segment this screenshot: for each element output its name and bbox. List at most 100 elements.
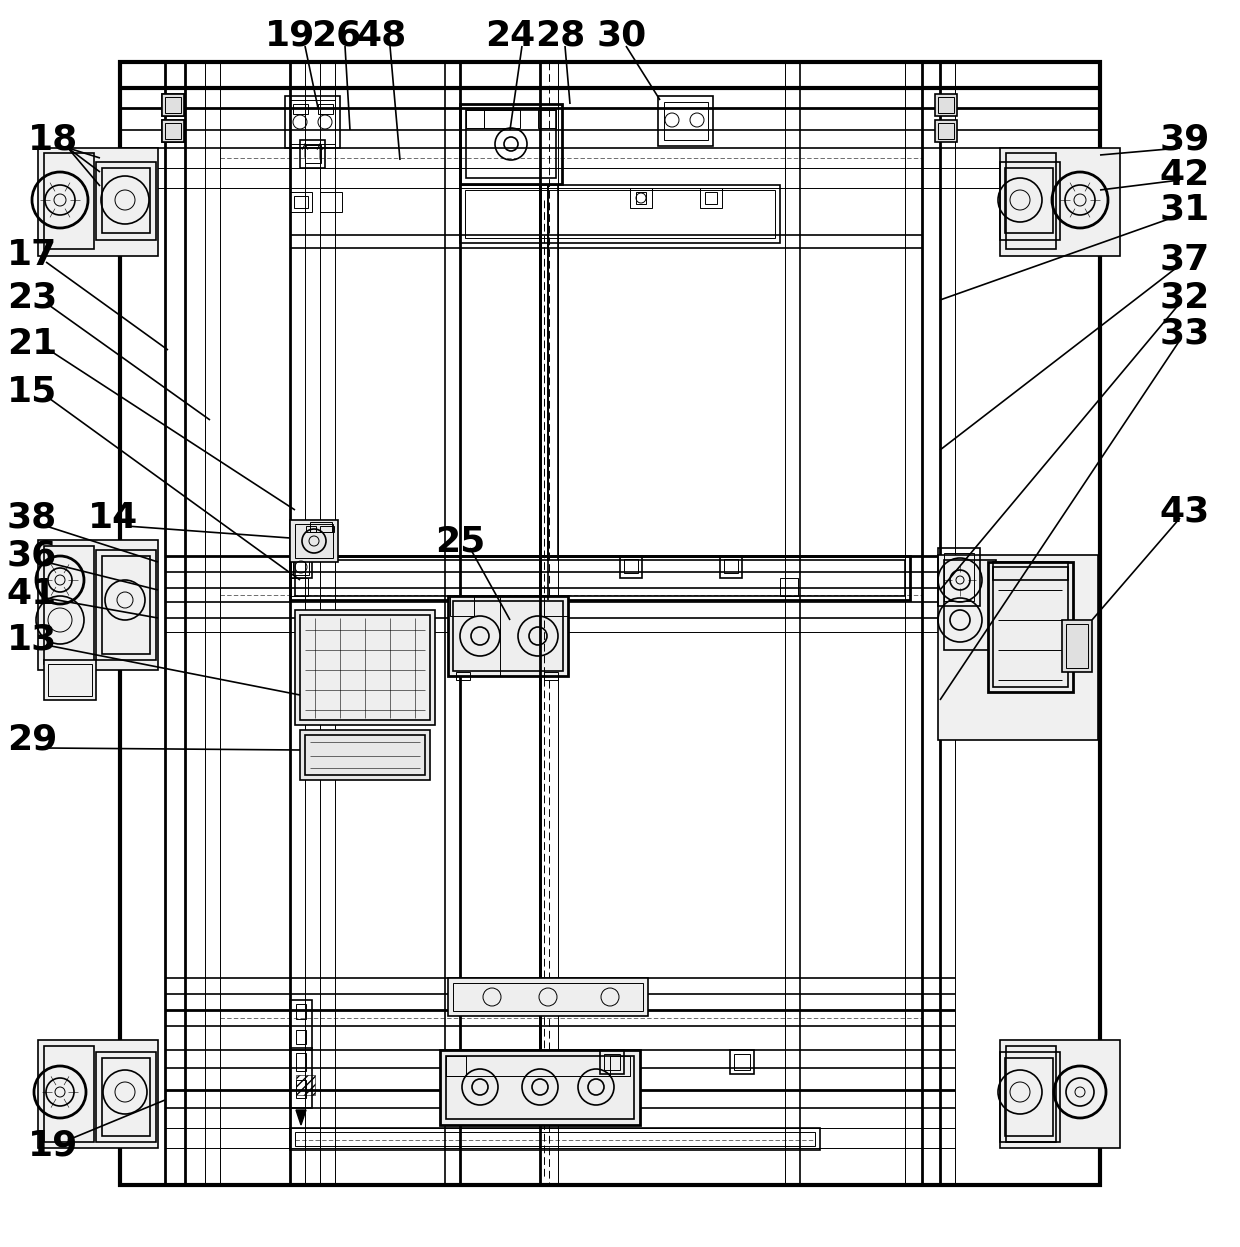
- Bar: [317, 104, 334, 113]
- Text: 32: 32: [1159, 281, 1210, 315]
- Bar: [43, 660, 95, 700]
- Bar: [290, 1047, 312, 1109]
- Bar: [306, 526, 316, 532]
- Bar: [43, 1046, 94, 1142]
- Bar: [465, 190, 775, 238]
- Bar: [720, 556, 742, 579]
- Bar: [305, 734, 425, 774]
- Bar: [38, 148, 157, 256]
- Bar: [310, 522, 332, 532]
- Text: 28: 28: [534, 19, 585, 54]
- Bar: [1006, 153, 1056, 249]
- Bar: [102, 168, 150, 233]
- Bar: [538, 110, 556, 128]
- Bar: [290, 1129, 820, 1150]
- Bar: [165, 123, 181, 138]
- Bar: [993, 567, 1068, 687]
- Bar: [460, 104, 562, 185]
- Text: 19: 19: [265, 19, 315, 54]
- Bar: [937, 97, 954, 113]
- Text: 18: 18: [27, 123, 78, 157]
- Bar: [450, 596, 474, 616]
- Bar: [658, 96, 713, 146]
- Bar: [290, 556, 910, 600]
- Text: 39: 39: [1159, 123, 1210, 157]
- Text: 42: 42: [1159, 158, 1210, 192]
- Bar: [630, 188, 652, 208]
- Bar: [165, 97, 181, 113]
- Bar: [102, 1057, 150, 1136]
- Bar: [460, 185, 780, 243]
- Bar: [290, 520, 339, 562]
- Bar: [1004, 1057, 1053, 1136]
- Text: 24: 24: [485, 19, 536, 54]
- Bar: [290, 192, 312, 212]
- Bar: [448, 596, 568, 676]
- Bar: [988, 562, 1073, 692]
- Text: 31: 31: [1159, 193, 1210, 227]
- Bar: [95, 162, 156, 239]
- Bar: [999, 1040, 1120, 1148]
- Bar: [162, 120, 184, 142]
- Bar: [38, 1040, 157, 1148]
- Bar: [43, 153, 94, 249]
- Text: 17: 17: [7, 238, 57, 272]
- Bar: [296, 1030, 306, 1044]
- Bar: [295, 524, 334, 557]
- Bar: [320, 192, 342, 212]
- Polygon shape: [529, 1099, 551, 1119]
- Bar: [999, 1052, 1060, 1142]
- Bar: [937, 547, 980, 606]
- Text: 23: 23: [7, 281, 57, 315]
- Bar: [294, 196, 308, 208]
- Bar: [102, 556, 150, 653]
- Bar: [706, 192, 717, 205]
- Bar: [1061, 620, 1092, 672]
- Bar: [724, 559, 738, 574]
- Bar: [1066, 624, 1087, 668]
- Bar: [636, 192, 646, 205]
- Text: 37: 37: [1159, 243, 1210, 277]
- Bar: [162, 94, 184, 116]
- Bar: [937, 123, 954, 138]
- Bar: [95, 1052, 156, 1142]
- Bar: [466, 110, 484, 128]
- Bar: [544, 596, 568, 616]
- Bar: [290, 100, 335, 143]
- Bar: [456, 672, 470, 680]
- Bar: [999, 162, 1060, 239]
- Bar: [624, 559, 639, 574]
- Bar: [43, 546, 94, 663]
- Bar: [295, 560, 905, 596]
- Bar: [935, 94, 957, 116]
- Bar: [165, 123, 181, 138]
- Bar: [484, 110, 520, 128]
- Bar: [600, 1050, 624, 1074]
- Bar: [453, 601, 563, 671]
- Bar: [305, 145, 321, 163]
- Bar: [663, 102, 708, 140]
- Bar: [937, 555, 1097, 739]
- Text: 26: 26: [311, 19, 361, 54]
- Bar: [296, 1052, 306, 1071]
- Text: 13: 13: [7, 624, 57, 657]
- Bar: [295, 1132, 815, 1146]
- Bar: [300, 729, 430, 781]
- Bar: [440, 1050, 640, 1125]
- Bar: [734, 1054, 750, 1070]
- Bar: [290, 579, 308, 596]
- Bar: [466, 110, 556, 178]
- Bar: [1004, 168, 1053, 233]
- Text: 30: 30: [596, 19, 647, 54]
- Bar: [610, 1056, 630, 1076]
- Bar: [1006, 1046, 1056, 1142]
- Text: 33: 33: [1159, 317, 1210, 350]
- Bar: [935, 120, 957, 142]
- Bar: [993, 562, 1068, 580]
- Bar: [300, 615, 430, 720]
- Bar: [290, 556, 312, 579]
- Text: 38: 38: [7, 501, 57, 535]
- Bar: [604, 1054, 620, 1070]
- Bar: [285, 96, 340, 148]
- Text: 15: 15: [7, 375, 57, 409]
